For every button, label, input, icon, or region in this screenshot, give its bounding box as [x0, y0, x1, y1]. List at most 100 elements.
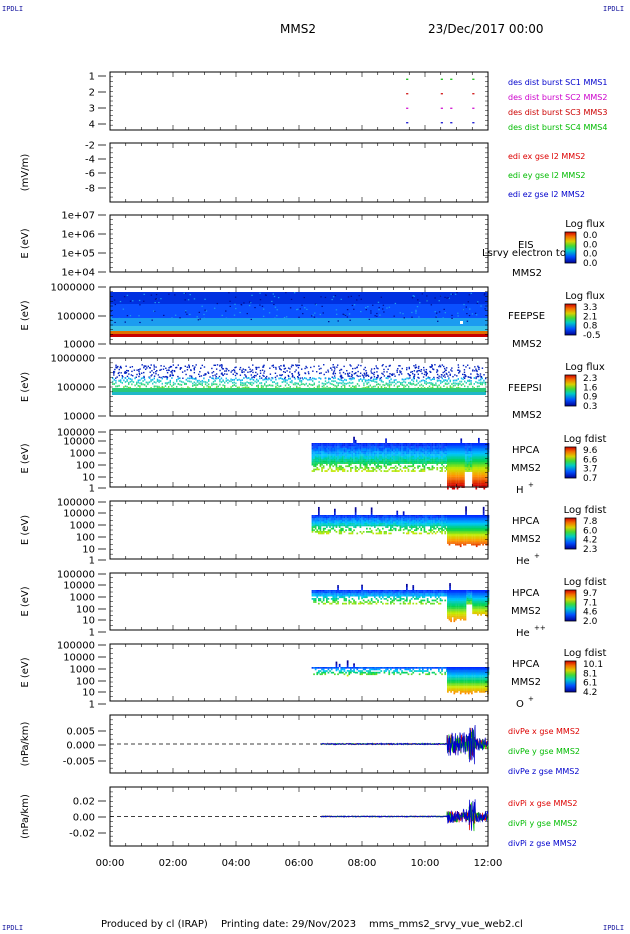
spectrogram-pixel: [376, 367, 378, 369]
spectrogram-pixel: [432, 386, 434, 389]
spectrogram-pixel: [450, 481, 452, 484]
spectrogram-pixel: [430, 444, 432, 447]
spectrogram-pixel: [417, 467, 419, 469]
spectrogram-pixel: [145, 381, 147, 384]
spectrogram-pixel: [327, 524, 330, 527]
spectrogram-pixel: [327, 455, 330, 458]
spectrogram-pixel: [326, 459, 328, 461]
spectrogram-pixel: [390, 449, 392, 452]
spectrogram-pixel: [332, 366, 334, 368]
spectrogram-pixel: [399, 460, 402, 463]
spectrogram-pixel: [424, 371, 426, 373]
spectrogram-pixel: [311, 470, 314, 472]
spectrogram-pixel: [369, 447, 371, 450]
spectrogram-pixel: [396, 455, 399, 458]
spectrogram-pixel: [324, 449, 327, 452]
spectrogram-pixel: [480, 478, 482, 480]
spectrogram-pixel: [446, 373, 448, 375]
colorbar-tick-label: 9.6: [583, 446, 598, 456]
spectrogram-pixel: [351, 454, 354, 456]
spectrogram-pixel: [329, 526, 331, 528]
spectrogram-pixel: [363, 378, 365, 380]
spectrogram-pixel: [334, 518, 336, 521]
spectrogram-pixel: [414, 384, 416, 387]
spectrogram-pixel: [409, 465, 411, 468]
spectrogram-pixel: [340, 519, 343, 522]
spectrogram-pixel: [483, 475, 486, 477]
spectrogram-pixel: [396, 457, 399, 460]
spectrogram-pixel: [480, 451, 482, 453]
spectrogram-pixel: [383, 460, 386, 463]
panel-frame: [109, 142, 489, 203]
spectrogram-pixel: [157, 374, 160, 376]
spectrogram-pixel: [326, 444, 328, 447]
spectrogram-pixel: [455, 476, 457, 479]
spectrogram-pixel: [383, 455, 386, 458]
spectrogram-pixel: [219, 378, 221, 381]
spectrogram-pixel: [370, 372, 373, 374]
spectrogram-pixel: [322, 444, 325, 447]
spectrogram-pixel: [362, 455, 365, 458]
spectrogram-pixel: [322, 447, 325, 450]
spectrogram-pixel: [410, 455, 413, 458]
spectrogram-pixel: [330, 524, 333, 527]
spectrogram-pixel: [330, 460, 333, 463]
spectrogram-pixel: [369, 384, 371, 387]
spectrogram-pixel: [216, 383, 218, 386]
spectrogram-pixel: [321, 468, 323, 471]
spectrogram-pixel: [356, 460, 359, 463]
spectrogram-pixel: [322, 519, 325, 522]
spectrogram-pixel: [453, 463, 456, 466]
spectrogram-pixel: [150, 386, 152, 389]
spectrogram-pixel: [374, 455, 376, 458]
spectrogram-pixel: [396, 454, 399, 456]
spectrogram-pixel: [162, 376, 164, 378]
spectrogram-pixel: [340, 447, 343, 450]
spectrogram-pixel: [412, 460, 415, 463]
spectrogram-pixel: [382, 443, 384, 445]
spectrogram-pixel: [438, 446, 440, 448]
spectrogram-pixel: [353, 377, 355, 380]
spectrogram-pixel: [458, 475, 460, 477]
spectrogram-pixel: [402, 446, 405, 448]
spectrogram-pixel: [448, 457, 451, 460]
spectrogram-pixel: [367, 444, 370, 447]
spectrogram-pixel: [283, 378, 285, 381]
spectrogram-pixel: [318, 519, 320, 522]
spectrogram-pixel: [318, 444, 320, 447]
spectrogram-pixel: [414, 470, 416, 472]
spectrogram-pixel: [430, 383, 432, 386]
spectrogram-pixel: [326, 524, 328, 527]
spectrogram-pixel: [425, 463, 427, 466]
spectrogram-pixel: [272, 293, 274, 295]
spectrogram-pixel: [387, 384, 389, 387]
spectrogram-pixel: [246, 381, 248, 384]
spectrogram-pixel: [436, 371, 438, 373]
spectrogram-pixel: [376, 381, 378, 383]
spectrogram-pixel: [446, 454, 448, 456]
spectrogram-pixel: [385, 467, 387, 469]
spectrogram-pixel: [418, 460, 421, 463]
spectrogram-pixel: [335, 444, 338, 447]
spectrogram-pixel: [473, 382, 475, 385]
spectrogram-pixel: [302, 378, 304, 381]
spectrogram-pixel: [221, 372, 223, 374]
spectrogram-pixel: [316, 454, 319, 456]
spectrogram-pixel: [412, 447, 415, 450]
spectrogram-pixel: [355, 385, 357, 387]
spectrogram-pixel: [215, 375, 217, 378]
spectrogram-pixel: [472, 484, 474, 487]
spectrogram-pixel: [321, 459, 323, 461]
spectrogram-pixel: [470, 460, 472, 463]
spectrogram-pixel: [446, 462, 448, 464]
spectrogram-pixel: [356, 467, 359, 469]
spectrogram-pixel: [255, 375, 257, 377]
spectrogram-pixel: [334, 380, 336, 383]
spectrogram-pixel: [293, 292, 296, 294]
spectrogram-pixel: [451, 483, 454, 485]
spectrogram-pixel: [280, 365, 282, 367]
spectrogram-pixel: [473, 459, 476, 461]
spectrogram-pixel: [468, 459, 471, 461]
spectrogram-pixel: [391, 459, 394, 461]
spectrogram-pixel: [425, 374, 427, 377]
